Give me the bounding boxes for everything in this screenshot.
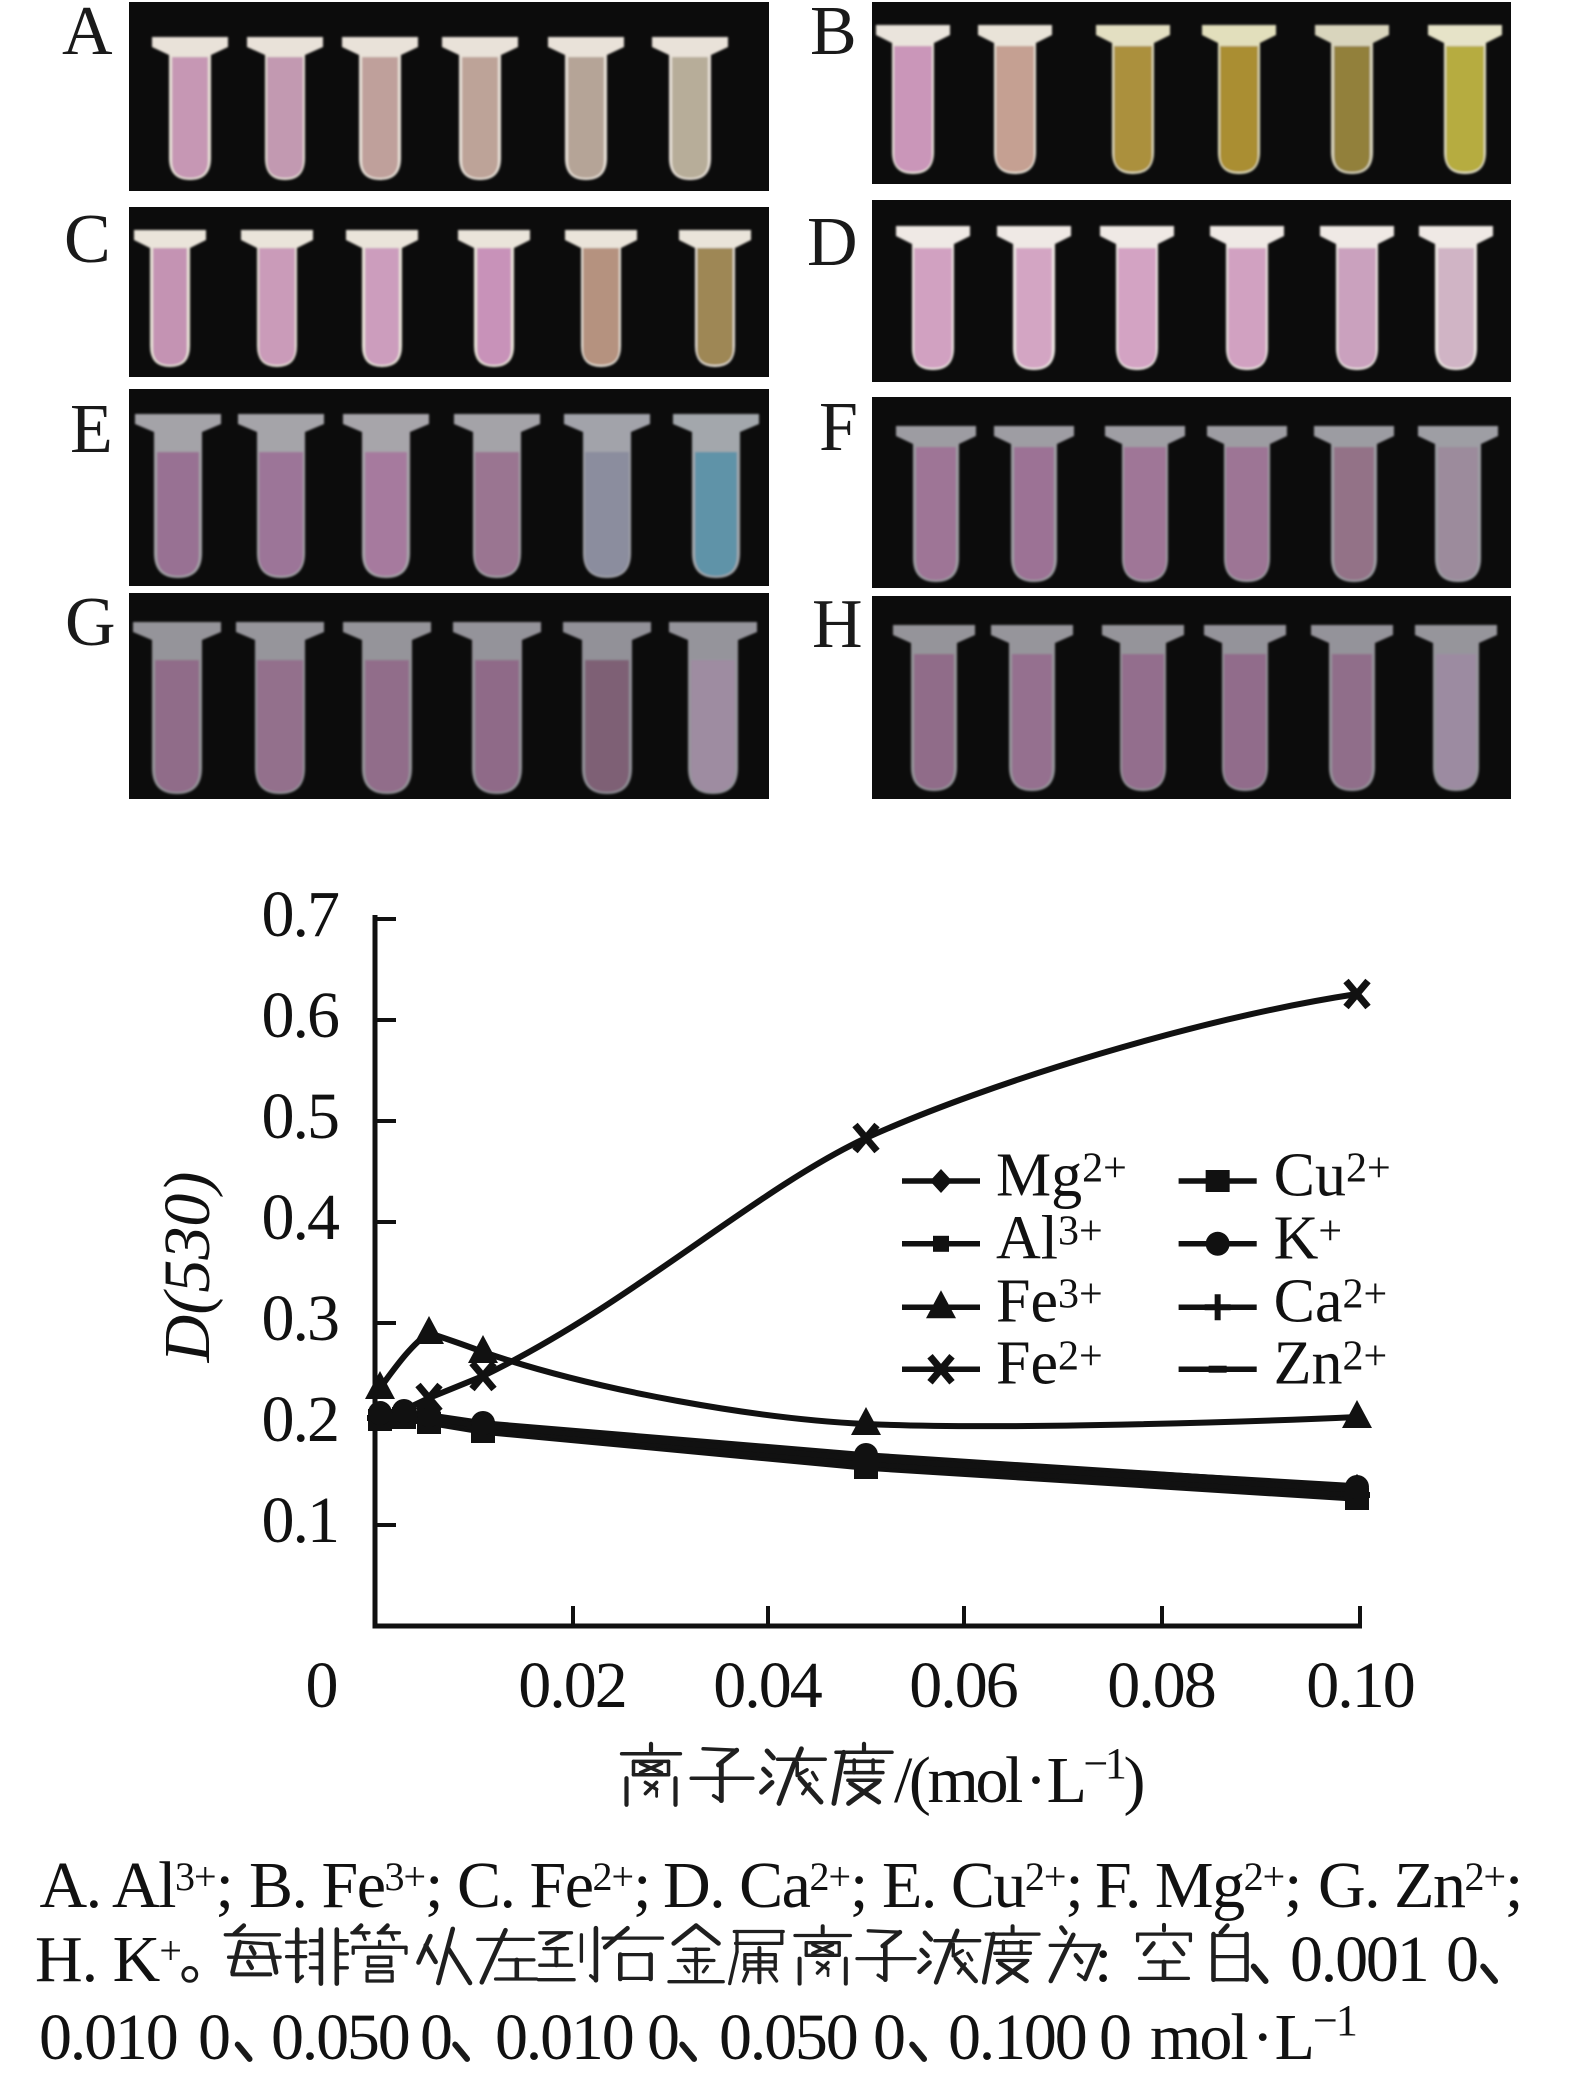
svg-text:0.10: 0.10 [1306,1649,1414,1722]
svg-text:B. Fe3+;: B. Fe3+; [249,1849,442,1922]
svg-text:0.4: 0.4 [262,1181,340,1254]
svg-text:H. K+: H. K+ [35,1923,181,1996]
svg-text:Fe2+: Fe2+ [996,1330,1103,1398]
svg-text:D: D [807,204,858,281]
svg-text:0.04: 0.04 [713,1649,822,1722]
svg-text:mol·L−1: mol·L−1 [1150,1996,1356,2074]
svg-text:0: 0 [306,1649,337,1722]
svg-text:0.2: 0.2 [262,1383,339,1456]
svg-text:C: C [64,201,111,278]
svg-text:B: B [810,0,857,70]
svg-text:Cu2+: Cu2+ [1274,1142,1391,1210]
svg-text:0.08: 0.08 [1107,1649,1215,1722]
svg-text:0.001: 0.001 [1290,1923,1428,1996]
svg-text:0.06: 0.06 [909,1649,1018,1722]
svg-text:A. Al3+;: A. Al3+; [40,1849,233,1922]
svg-text::: : [1094,1923,1112,1996]
svg-text:G: G [65,584,116,661]
svg-text:0: 0 [420,2001,451,2074]
svg-text:Zn2+: Zn2+ [1274,1330,1388,1398]
svg-text:A: A [62,0,113,70]
svg-text:0.1: 0.1 [262,1484,339,1557]
svg-text:F. Mg2+;: F. Mg2+; [1095,1849,1301,1922]
svg-text:Mg2+: Mg2+ [996,1142,1127,1210]
svg-text:0: 0 [1099,2001,1130,2074]
svg-text:Ca2+: Ca2+ [1274,1268,1388,1336]
svg-text:Fe3+: Fe3+ [996,1268,1103,1336]
svg-text:0.050: 0.050 [271,2001,409,2074]
svg-text:0.010: 0.010 [495,2001,633,2074]
svg-text:0: 0 [1446,1923,1479,1996]
svg-text:0.6: 0.6 [262,979,340,1052]
svg-text:0: 0 [873,2001,904,2074]
svg-text:E: E [70,391,113,468]
svg-text:0.3: 0.3 [262,1282,339,1355]
svg-text:D. Ca2+;: D. Ca2+; [663,1849,867,1922]
svg-text:H: H [812,586,863,663]
svg-text:0.010: 0.010 [39,2001,177,2074]
svg-text:E. Cu2+;: E. Cu2+; [882,1849,1082,1922]
svg-text:0.02: 0.02 [518,1649,626,1722]
svg-text:0.5: 0.5 [262,1080,339,1153]
svg-text:Al3+: Al3+ [996,1204,1103,1272]
svg-text:D(530): D(530) [151,1172,224,1364]
svg-text:0.100: 0.100 [948,2001,1086,2074]
svg-text:0.050: 0.050 [719,2001,857,2074]
svg-text:K+: K+ [1274,1204,1342,1272]
svg-text:/(mol·L−1): /(mol·L−1) [894,1739,1144,1817]
svg-text:F: F [819,389,858,466]
svg-text:0: 0 [647,2001,678,2074]
svg-text:G. Zn2+;: G. Zn2+; [1318,1849,1522,1922]
svg-text:0: 0 [198,2001,229,2074]
svg-text:C. Fe2+;: C. Fe2+; [457,1849,650,1922]
svg-text:0.7: 0.7 [262,878,340,951]
